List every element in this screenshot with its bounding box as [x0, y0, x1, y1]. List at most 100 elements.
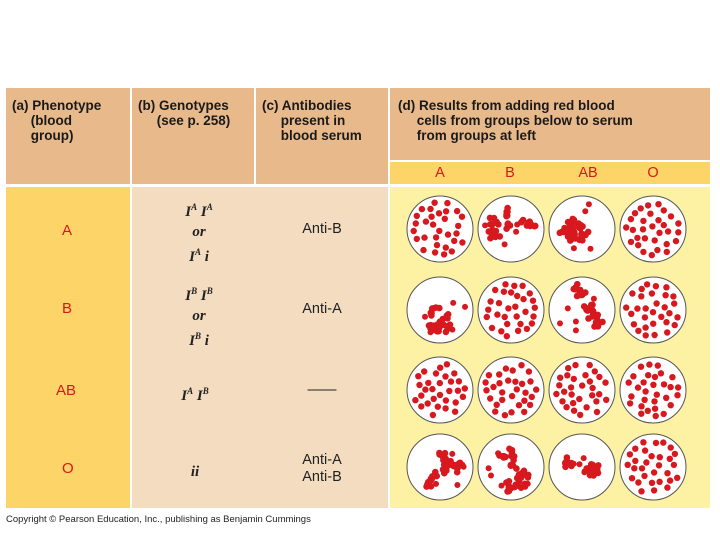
red-blood-cell	[582, 231, 589, 239]
red-blood-cell	[485, 465, 492, 472]
red-blood-cell	[651, 398, 658, 405]
red-blood-cell	[582, 372, 589, 379]
red-blood-cell	[565, 364, 572, 372]
red-blood-cell	[420, 246, 427, 254]
red-blood-cell	[517, 320, 524, 328]
dish-rim	[548, 276, 616, 344]
red-blood-cell	[425, 379, 432, 387]
red-blood-cell	[626, 400, 634, 407]
header-phenotype-cell: (a) Phenotype (blood group)	[6, 88, 130, 184]
red-blood-cell	[654, 362, 661, 369]
red-blood-cell	[523, 325, 531, 333]
red-blood-cell	[576, 286, 583, 294]
group-label-o: O	[62, 460, 74, 477]
red-blood-cell	[564, 305, 571, 312]
red-blood-cell	[595, 462, 602, 469]
red-blood-cell	[675, 220, 682, 227]
red-blood-cell	[656, 229, 663, 236]
red-blood-cell	[651, 237, 658, 244]
red-blood-cell	[423, 483, 430, 490]
red-blood-cell	[649, 223, 656, 230]
red-blood-cell	[498, 482, 505, 489]
red-blood-cell	[524, 480, 531, 487]
red-blood-cell	[430, 395, 437, 402]
red-blood-cell	[589, 384, 596, 392]
red-blood-cell	[433, 241, 441, 249]
red-blood-cell	[487, 395, 494, 402]
red-blood-cell	[427, 205, 434, 213]
red-blood-cell	[436, 379, 443, 387]
red-blood-cell	[492, 408, 499, 415]
red-blood-cell	[635, 242, 642, 249]
red-blood-cell	[495, 450, 502, 457]
red-blood-cell	[583, 404, 590, 411]
red-blood-cell	[453, 230, 460, 237]
red-blood-cell	[432, 370, 440, 377]
red-blood-cell	[505, 478, 513, 485]
red-blood-cell	[666, 477, 674, 484]
red-blood-cell	[660, 410, 667, 418]
red-blood-cell	[667, 444, 674, 451]
red-blood-cell	[515, 471, 523, 478]
red-blood-cell	[442, 397, 450, 404]
red-blood-cell	[507, 289, 515, 296]
red-blood-cell	[576, 223, 583, 230]
red-blood-cell	[441, 215, 448, 222]
red-blood-cell	[653, 300, 660, 307]
dish-ab-b-dispersed	[477, 356, 545, 424]
red-blood-cell	[527, 378, 534, 385]
red-blood-cell	[581, 469, 588, 476]
red-blood-cell	[641, 447, 649, 454]
red-blood-cell	[561, 388, 568, 395]
red-blood-cell	[422, 386, 429, 393]
red-blood-cell	[515, 402, 523, 409]
red-blood-cell	[496, 380, 503, 387]
red-blood-cell	[568, 391, 575, 398]
red-blood-cell	[499, 389, 506, 396]
red-blood-cell	[630, 373, 637, 380]
red-blood-cell	[562, 463, 569, 471]
red-blood-cell	[582, 289, 589, 296]
red-blood-cell	[635, 479, 642, 486]
red-blood-cell	[501, 241, 508, 248]
red-blood-cell	[559, 398, 566, 405]
red-blood-cell	[454, 387, 462, 394]
red-blood-cell	[561, 224, 568, 232]
red-blood-cell	[482, 379, 489, 386]
red-blood-cell	[556, 229, 564, 237]
red-blood-cell	[656, 454, 663, 461]
red-blood-cell	[482, 222, 489, 229]
header-genotypes-cell: (b) Genotypes (see p. 258)	[132, 88, 254, 184]
red-blood-cell	[670, 293, 677, 300]
red-blood-cell	[628, 310, 635, 317]
red-blood-cell	[429, 385, 436, 393]
red-blood-cell	[557, 374, 564, 381]
red-blood-cell	[579, 382, 586, 389]
red-blood-cell	[436, 227, 443, 235]
red-blood-cell	[427, 309, 435, 316]
red-blood-cell	[657, 370, 665, 377]
red-blood-cell	[488, 324, 496, 332]
red-blood-cell	[586, 468, 594, 476]
red-blood-cell	[631, 210, 639, 217]
red-blood-cell	[459, 393, 467, 400]
red-blood-cell	[514, 292, 521, 300]
red-blood-cell	[433, 480, 439, 487]
red-blood-cell	[587, 245, 594, 252]
red-blood-cell	[650, 320, 657, 327]
red-blood-cell	[654, 246, 661, 254]
red-blood-cell	[602, 379, 609, 386]
red-blood-cell	[660, 207, 667, 214]
red-blood-cell	[593, 398, 600, 405]
red-blood-cell	[432, 468, 439, 476]
dish-o-a-clumped	[406, 433, 474, 501]
red-blood-cell	[631, 465, 638, 472]
red-blood-cell	[504, 320, 511, 328]
red-blood-cell	[462, 303, 468, 310]
red-blood-cell	[576, 291, 583, 299]
red-blood-cell	[658, 313, 665, 320]
red-blood-cell	[418, 392, 425, 399]
red-blood-cell	[634, 234, 641, 242]
red-blood-cell	[490, 383, 497, 391]
red-blood-cell	[553, 390, 560, 398]
